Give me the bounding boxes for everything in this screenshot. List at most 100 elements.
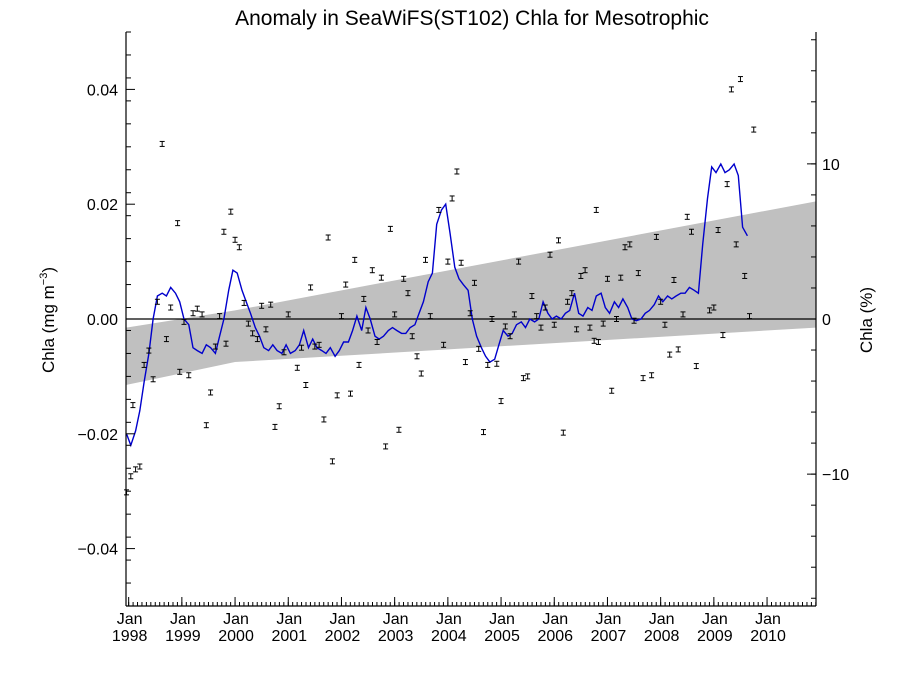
data-point bbox=[312, 343, 318, 350]
data-point bbox=[228, 208, 234, 215]
confidence-band bbox=[126, 201, 816, 386]
data-point bbox=[241, 299, 247, 306]
data-point bbox=[560, 429, 566, 436]
data-point bbox=[232, 236, 238, 243]
data-point bbox=[489, 316, 495, 322]
data-point bbox=[141, 361, 147, 368]
data-point bbox=[186, 372, 192, 379]
data-point bbox=[640, 375, 646, 382]
x-tick-year-label: 2002 bbox=[325, 628, 361, 645]
data-point bbox=[502, 323, 508, 330]
data-point bbox=[538, 324, 544, 331]
data-point bbox=[494, 360, 500, 367]
y2-tick-label: −10 bbox=[822, 467, 849, 484]
data-point bbox=[154, 298, 160, 305]
data-point bbox=[520, 375, 526, 382]
data-point bbox=[728, 86, 734, 93]
x-tick-year-label: 2005 bbox=[484, 628, 520, 645]
data-point bbox=[485, 361, 491, 368]
data-point bbox=[711, 304, 717, 311]
data-point bbox=[542, 304, 548, 311]
data-point bbox=[627, 241, 633, 248]
data-point bbox=[263, 326, 269, 333]
data-point bbox=[693, 363, 699, 370]
data-point bbox=[516, 258, 522, 265]
x-tick-year-label: 2004 bbox=[431, 628, 467, 645]
data-point bbox=[245, 320, 251, 327]
x-tick-month-label: Jan bbox=[542, 611, 568, 628]
data-point bbox=[334, 392, 340, 399]
x-tick-year-label: 1998 bbox=[112, 628, 148, 645]
data-point bbox=[462, 359, 468, 366]
x-tick-month-label: Jan bbox=[117, 611, 143, 628]
y2-tick-label: 10 bbox=[822, 157, 840, 174]
data-point bbox=[163, 336, 169, 343]
data-point bbox=[449, 195, 455, 202]
data-point bbox=[294, 364, 300, 371]
data-point bbox=[203, 422, 209, 429]
data-point bbox=[715, 227, 721, 234]
data-point bbox=[316, 341, 322, 348]
data-point bbox=[150, 376, 156, 383]
data-point bbox=[423, 256, 429, 263]
data-point bbox=[467, 310, 473, 317]
data-point bbox=[631, 317, 637, 324]
x-tick-year-label: 1999 bbox=[165, 628, 201, 645]
data-point bbox=[751, 126, 757, 133]
data-point bbox=[724, 181, 730, 188]
data-point bbox=[436, 206, 442, 213]
data-point bbox=[551, 321, 557, 328]
data-point bbox=[276, 403, 282, 410]
data-point bbox=[556, 237, 562, 244]
x-tick-year-label: 2009 bbox=[697, 628, 733, 645]
data-point bbox=[396, 426, 402, 433]
data-point bbox=[281, 349, 287, 356]
data-point bbox=[177, 368, 183, 375]
data-point bbox=[565, 298, 571, 305]
anomaly-line-layer bbox=[125, 162, 749, 448]
data-point bbox=[737, 76, 743, 83]
data-point bbox=[667, 351, 673, 358]
data-point bbox=[159, 140, 165, 147]
data-point bbox=[137, 463, 143, 470]
data-point bbox=[369, 267, 375, 274]
data-point bbox=[378, 274, 384, 281]
data-points-layer bbox=[124, 76, 757, 496]
data-point bbox=[308, 284, 314, 291]
x-tick-year-label: 2007 bbox=[591, 628, 627, 645]
data-point bbox=[303, 382, 309, 389]
data-point bbox=[445, 258, 451, 265]
y-tick-label: 0.00 bbox=[87, 312, 118, 329]
data-point bbox=[689, 228, 695, 235]
y-axis-label: Chla (mg m−3) bbox=[38, 267, 58, 373]
data-point bbox=[547, 251, 553, 258]
data-point bbox=[199, 311, 205, 318]
data-point bbox=[618, 274, 624, 281]
data-point bbox=[458, 259, 464, 266]
data-point bbox=[194, 305, 200, 312]
axis-ticks: 0.040.020.00−0.02−0.04100−10Jan1998Jan19… bbox=[78, 31, 849, 645]
x-tick-month-label: Jan bbox=[276, 611, 302, 628]
data-point bbox=[593, 206, 599, 213]
confidence-band-layer bbox=[126, 201, 816, 386]
data-point bbox=[212, 343, 218, 350]
y-axis-label-close: ) bbox=[39, 267, 58, 273]
data-point bbox=[405, 290, 411, 297]
data-point bbox=[680, 311, 686, 318]
data-point bbox=[285, 311, 291, 318]
data-point bbox=[329, 458, 335, 465]
data-point bbox=[454, 168, 460, 175]
y-axis-label-text: Chla (mg m bbox=[39, 285, 58, 373]
data-point bbox=[352, 256, 358, 263]
data-point bbox=[338, 313, 344, 320]
data-point bbox=[569, 290, 575, 297]
x-tick-month-label: Jan bbox=[170, 611, 196, 628]
data-point bbox=[671, 276, 677, 283]
data-point bbox=[146, 347, 152, 354]
data-point bbox=[175, 220, 181, 227]
data-point bbox=[418, 370, 424, 377]
data-point bbox=[356, 361, 362, 368]
y2-axis-label: Chla (%) bbox=[857, 287, 876, 353]
data-point bbox=[578, 272, 584, 279]
